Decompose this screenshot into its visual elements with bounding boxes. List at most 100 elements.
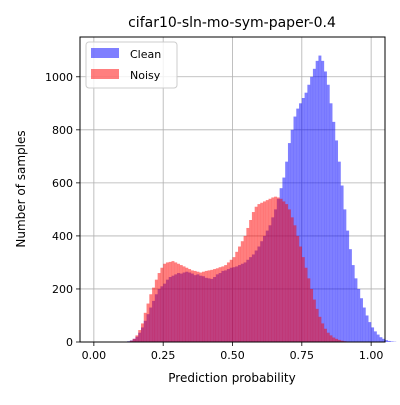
- histogram-bar: [271, 197, 274, 342]
- y-tick-label: 800: [52, 124, 73, 137]
- x-tick-label: 0.25: [151, 349, 176, 362]
- histogram-bar: [205, 271, 208, 342]
- y-axis-label: Number of samples: [14, 130, 28, 247]
- chart-title: cifar10-sln-mo-sym-paper-0.4: [128, 15, 336, 31]
- histogram-bar: [343, 209, 346, 342]
- histogram-bar: [260, 203, 263, 342]
- histogram-bar: [149, 294, 152, 342]
- histogram-bar: [158, 273, 161, 342]
- histogram-bar: [252, 212, 255, 342]
- histogram-bar: [185, 268, 188, 342]
- histogram-bar: [244, 236, 247, 342]
- histogram-bar: [371, 327, 374, 342]
- histogram-bar: [263, 201, 266, 342]
- histogram-bar: [152, 288, 155, 342]
- histogram-bar: [138, 330, 141, 342]
- histogram-bar: [368, 322, 371, 342]
- histogram-bar: [219, 267, 222, 342]
- histogram-bar: [324, 71, 327, 342]
- histogram-bar: [172, 261, 175, 342]
- histogram-bar: [388, 341, 391, 342]
- histogram-bar: [341, 186, 344, 342]
- histogram-bar: [180, 265, 183, 342]
- histogram-bar: [235, 252, 238, 342]
- legend-swatch-noisy: [91, 69, 119, 79]
- histogram-bar: [321, 61, 324, 342]
- x-tick-label: 0.00: [82, 349, 107, 362]
- histogram-bar: [210, 270, 213, 342]
- legend-swatch-clean: [91, 48, 119, 58]
- histogram-bar: [299, 247, 302, 342]
- histogram-bar: [291, 217, 294, 342]
- histogram-bar: [357, 289, 360, 342]
- histogram-bar: [282, 201, 285, 342]
- y-tick-label: 200: [52, 283, 73, 296]
- histogram-bar: [316, 61, 319, 342]
- histogram-bar: [135, 335, 138, 342]
- histogram-bar: [296, 236, 299, 342]
- histogram-bar: [174, 262, 177, 342]
- histogram-bar: [360, 298, 363, 342]
- histogram-bar: [338, 162, 341, 342]
- histogram-bar: [327, 85, 330, 342]
- histogram-bar: [379, 337, 382, 342]
- histogram-bar: [332, 122, 335, 342]
- histogram-bar: [224, 265, 227, 342]
- histogram-bar: [255, 207, 258, 342]
- histogram-bar: [310, 289, 313, 342]
- histogram-bar: [230, 260, 233, 342]
- histogram-bar: [246, 228, 249, 342]
- histogram-bar: [257, 204, 260, 342]
- histogram-bar: [208, 270, 211, 342]
- histogram-bar: [330, 335, 333, 342]
- histogram-bar: [227, 262, 230, 342]
- histogram-bar: [169, 262, 172, 342]
- histogram-bar: [188, 269, 191, 342]
- histogram-bar: [332, 337, 335, 342]
- histogram-bar: [330, 103, 333, 342]
- histogram-bar: [318, 56, 321, 342]
- histogram-bar: [141, 323, 144, 342]
- histogram-bar: [274, 197, 277, 342]
- histogram-bar: [366, 315, 369, 342]
- histogram-bar: [266, 200, 269, 342]
- histogram-bar: [280, 199, 283, 342]
- histogram-bar: [363, 308, 366, 342]
- histogram-bar: [191, 270, 194, 342]
- x-tick-label: 1.00: [359, 349, 384, 362]
- histogram-bar: [238, 247, 241, 342]
- histogram-bar: [316, 309, 319, 342]
- histogram-bar: [327, 333, 330, 342]
- histogram-bar: [346, 231, 349, 342]
- x-tick-label: 0.75: [290, 349, 315, 362]
- histogram-bar: [216, 268, 219, 342]
- histogram-bar: [177, 264, 180, 342]
- histogram-bar: [269, 199, 272, 342]
- histogram-bar: [324, 329, 327, 342]
- x-tick-label: 0.50: [220, 349, 245, 362]
- histogram-bar: [352, 265, 355, 342]
- histogram-bar: [213, 269, 216, 342]
- histogram-bar: [285, 204, 288, 342]
- x-axis-label: Prediction probability: [168, 371, 295, 385]
- histogram-bar: [163, 264, 166, 342]
- histogram-bar: [335, 140, 338, 342]
- histogram-bar: [321, 323, 324, 342]
- histogram-bar: [391, 341, 394, 342]
- histogram-bar: [313, 300, 316, 342]
- histogram-bar: [160, 268, 163, 342]
- histogram-bar: [277, 197, 280, 342]
- legend-label-noisy: Noisy: [130, 69, 161, 82]
- histogram-bar: [288, 209, 291, 342]
- histogram-bar: [196, 272, 199, 342]
- histogram-bar: [155, 280, 158, 342]
- histogram-bar: [374, 331, 377, 342]
- histogram-bar: [233, 257, 236, 342]
- histogram-bar: [377, 335, 380, 342]
- y-tick-label: 400: [52, 230, 73, 243]
- histogram-bar: [147, 304, 150, 342]
- histogram-bar: [202, 272, 205, 342]
- histogram-bar: [249, 220, 252, 342]
